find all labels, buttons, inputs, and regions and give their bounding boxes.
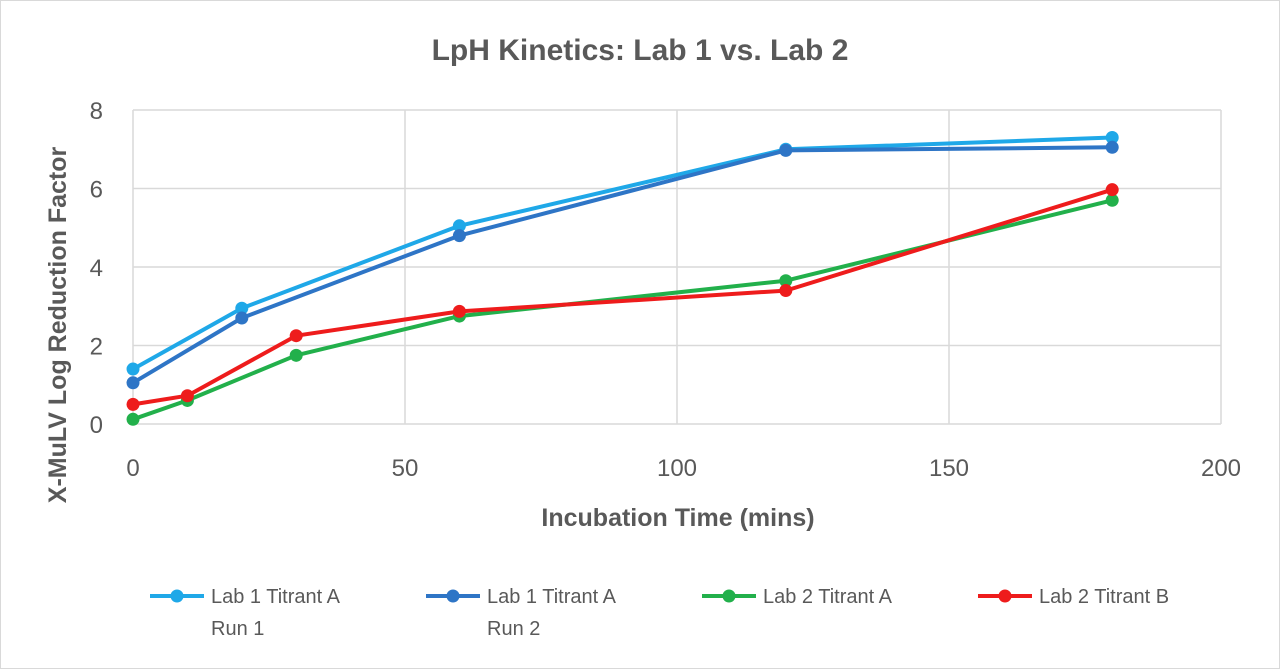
legend-label: Run 2 bbox=[487, 618, 540, 640]
chart-title: LpH Kinetics: Lab 1 vs. Lab 2 bbox=[432, 34, 849, 67]
data-point bbox=[1105, 140, 1119, 154]
x-tick-label: 100 bbox=[657, 455, 697, 482]
data-point bbox=[1105, 193, 1119, 207]
legend-label: Lab 1 Titrant A bbox=[487, 586, 617, 608]
data-point bbox=[289, 329, 303, 343]
gridlines bbox=[132, 109, 1222, 425]
data-point bbox=[126, 397, 140, 411]
data-point bbox=[126, 376, 140, 390]
legend-item: Lab 1 Titrant A Run 2 bbox=[426, 586, 617, 640]
legend-label: Lab 2 Titrant A bbox=[763, 586, 893, 608]
legend-swatch-marker bbox=[170, 589, 184, 603]
data-point bbox=[452, 229, 466, 243]
data-point bbox=[1105, 183, 1119, 197]
series-line bbox=[131, 187, 1115, 407]
y-tick-label: 6 bbox=[90, 177, 103, 204]
legend: Lab 1 Titrant A Run 1 Lab 1 Titrant A Run 2… bbox=[150, 586, 1169, 640]
series-2 bbox=[126, 140, 1119, 390]
x-tick-label: 0 bbox=[126, 455, 139, 482]
legend-label: Run 1 bbox=[211, 618, 264, 640]
legend-item: Lab 1 Titrant A Run 1 bbox=[150, 586, 341, 640]
y-tick-label: 4 bbox=[90, 255, 103, 282]
data-point bbox=[779, 143, 793, 157]
x-tick-label: 50 bbox=[392, 455, 419, 482]
data-point bbox=[1105, 130, 1119, 144]
data-point bbox=[235, 311, 249, 325]
legend-item: Lab 2 Titrant A bbox=[702, 586, 893, 608]
legend-label: Lab 1 Titrant A bbox=[211, 586, 341, 608]
data-point bbox=[452, 304, 466, 318]
y-tick-labels: 0 2 4 6 8 bbox=[90, 98, 103, 439]
data-point bbox=[289, 348, 303, 362]
y-tick-label: 0 bbox=[90, 412, 103, 439]
y-axis-title: X-MuLV Log Reduction Factor bbox=[44, 147, 72, 504]
legend-swatch-marker bbox=[722, 589, 736, 603]
series-line bbox=[131, 135, 1115, 372]
data-point bbox=[779, 274, 793, 288]
x-axis-title: Incubation Time (mins) bbox=[541, 504, 814, 532]
data-point bbox=[180, 389, 194, 403]
series-1 bbox=[126, 130, 1119, 376]
x-tick-labels: 0 50 100 150 200 bbox=[126, 455, 1241, 482]
data-point bbox=[235, 301, 249, 315]
data-point bbox=[452, 219, 466, 233]
y-tick-label: 2 bbox=[90, 334, 103, 361]
legend-label: Lab 2 Titrant B bbox=[1039, 586, 1169, 608]
series-line bbox=[131, 198, 1115, 422]
data-point bbox=[126, 412, 140, 426]
legend-swatch-marker bbox=[998, 589, 1012, 603]
x-tick-label: 150 bbox=[929, 455, 969, 482]
y-tick-label: 8 bbox=[90, 98, 103, 125]
legend-swatch-marker bbox=[446, 589, 460, 603]
series-layer bbox=[126, 130, 1119, 426]
series-3 bbox=[126, 193, 1119, 426]
data-point bbox=[779, 284, 793, 298]
x-tick-label: 200 bbox=[1201, 455, 1241, 482]
legend-item: Lab 2 Titrant B bbox=[978, 586, 1169, 608]
series-line bbox=[131, 145, 1115, 385]
series-4 bbox=[126, 183, 1119, 411]
data-point bbox=[126, 362, 140, 376]
